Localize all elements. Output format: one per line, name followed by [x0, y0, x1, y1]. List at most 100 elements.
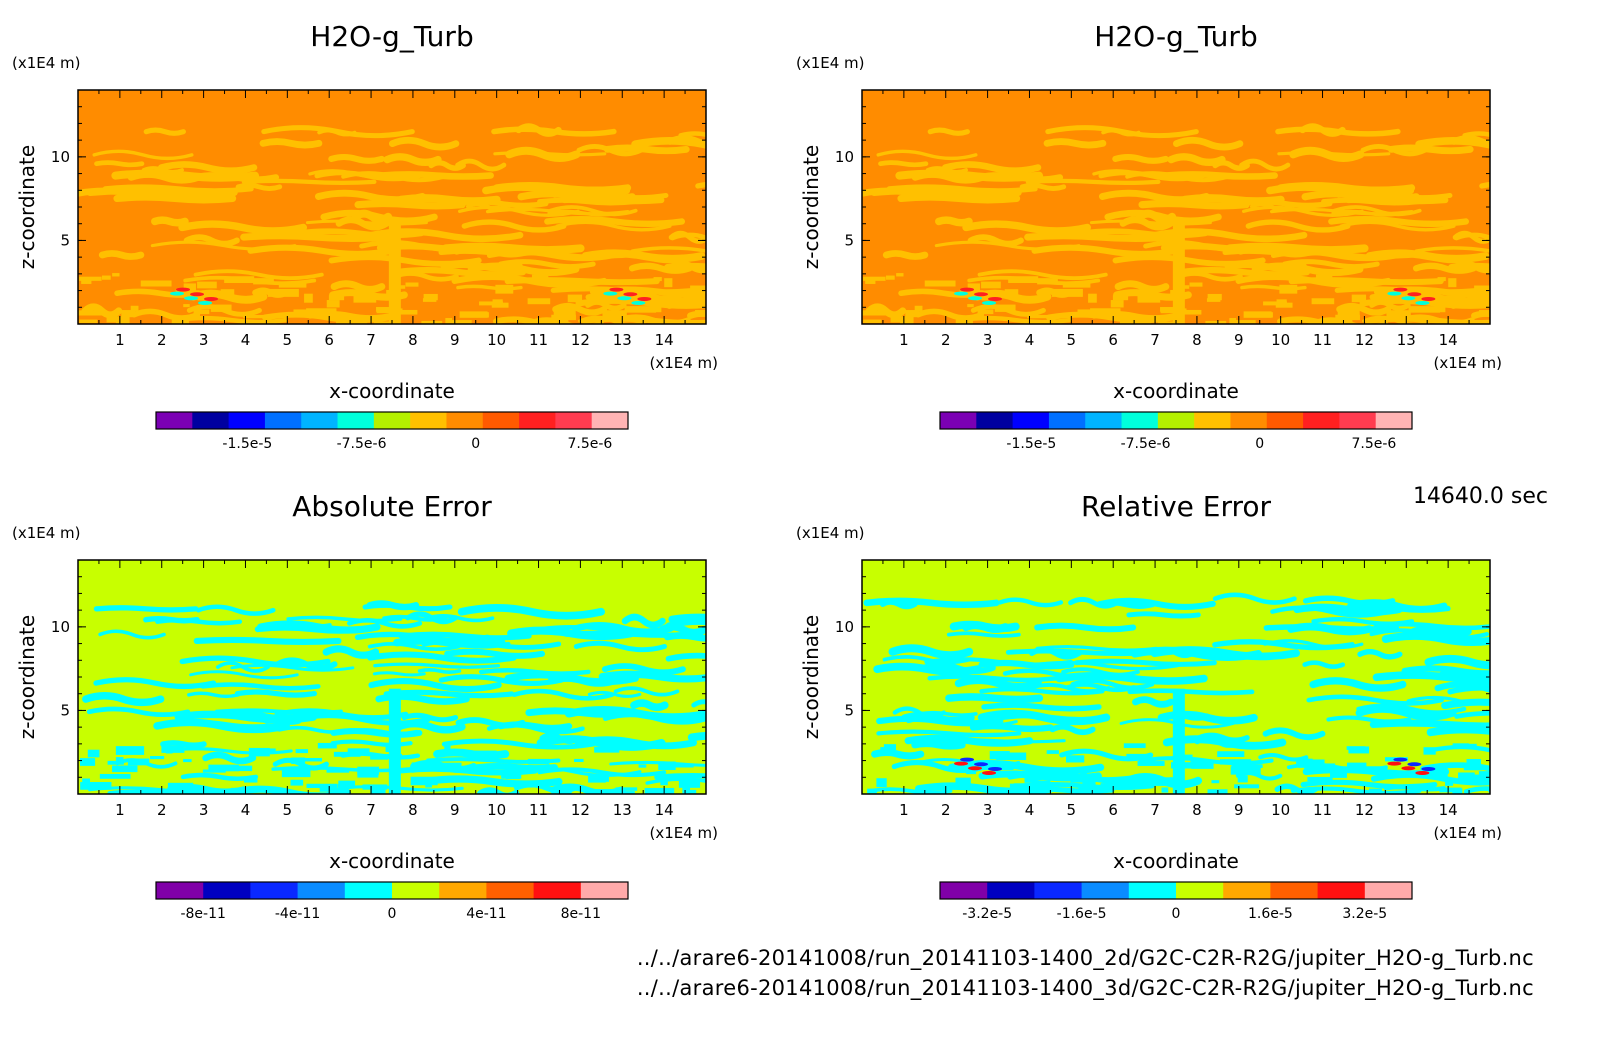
field-streak — [1412, 262, 1477, 274]
field-streak — [504, 277, 660, 286]
colorbar-swatch — [533, 882, 582, 899]
field-streak — [263, 715, 302, 725]
field-streak — [383, 153, 442, 167]
field-blob — [306, 308, 337, 314]
y-axis-label: z-coordinate — [799, 145, 823, 269]
field-streak — [979, 687, 1105, 696]
field-streak — [654, 773, 706, 780]
colorbar-label: -8e-11 — [180, 906, 225, 922]
field-blob — [278, 282, 307, 288]
source-file-3d: ../../arare6-20141008/run_20141103-1400_… — [636, 976, 1534, 1000]
field-blob — [1157, 321, 1175, 324]
field-streak — [455, 717, 526, 729]
field-streak — [587, 690, 642, 698]
field-blob — [425, 781, 432, 788]
field-blob — [527, 298, 551, 305]
field-streak — [927, 127, 970, 136]
field-streak — [962, 220, 1092, 235]
field-streak — [193, 269, 324, 281]
field-blob — [1211, 780, 1220, 784]
field-streak — [1302, 660, 1346, 669]
field-streak — [628, 262, 693, 274]
field-blob — [82, 778, 91, 783]
x-tick-label: 1 — [115, 801, 125, 819]
field-streak — [630, 699, 669, 712]
x-tick-label: 12 — [1355, 801, 1374, 819]
field-streak — [351, 209, 393, 224]
field-blob — [1234, 784, 1260, 789]
field-streak — [977, 269, 1108, 281]
colorbar-swatch — [940, 882, 988, 899]
colorbar-swatch — [1375, 412, 1413, 429]
field-streak — [1373, 621, 1490, 631]
field-blob — [1024, 774, 1036, 783]
colorbar-label: 8e-11 — [561, 906, 601, 922]
field-streak — [1300, 779, 1438, 790]
field-blob — [183, 283, 196, 292]
x-unit-label: (x1E4 m) — [1433, 354, 1502, 372]
field-streak — [1270, 250, 1401, 262]
field-blob — [1279, 284, 1298, 294]
colorbar-frame — [939, 411, 1413, 430]
field-blob — [1348, 746, 1370, 754]
field-blob — [81, 279, 92, 284]
field-streak — [1049, 723, 1096, 736]
field-streak — [1347, 599, 1448, 612]
field-blob — [491, 302, 509, 308]
field-streak — [1364, 316, 1490, 324]
field-blob — [1065, 755, 1085, 763]
field-blob — [655, 306, 662, 313]
field-blob — [421, 320, 443, 324]
colorbar-swatch — [987, 882, 1035, 899]
field-blob — [171, 319, 189, 324]
field-blob — [422, 298, 437, 302]
field-blob — [1231, 764, 1263, 768]
field-blob — [1230, 766, 1261, 775]
field-eddy — [954, 291, 969, 296]
field-blob — [208, 764, 239, 772]
field-streak — [603, 144, 690, 155]
field-blob — [1100, 783, 1128, 790]
field-blob — [658, 761, 676, 771]
field-eddy — [1415, 770, 1430, 775]
field-streak — [668, 613, 706, 623]
field-streak — [1262, 727, 1326, 741]
field-blob — [905, 310, 920, 318]
field-streak — [1024, 232, 1176, 242]
x-tick-label: 11 — [1313, 331, 1332, 349]
field-streak — [174, 315, 288, 324]
field-streak — [458, 205, 580, 217]
field-blob — [385, 743, 395, 753]
colorbar-swatch — [1270, 882, 1319, 899]
field-blob — [328, 295, 345, 301]
field-blob — [1479, 310, 1490, 317]
field-streak — [967, 234, 1024, 247]
field-blob — [644, 787, 675, 794]
colorbar-label: -1.6e-5 — [1057, 906, 1107, 922]
field-blob — [333, 751, 361, 757]
field-streak — [1196, 732, 1250, 743]
colorbar-swatch — [486, 882, 535, 899]
x-tick-label: 2 — [941, 331, 951, 349]
x-tick-label: 10 — [1271, 801, 1290, 819]
colorbar-swatch — [1034, 882, 1083, 899]
x-tick-label: 6 — [324, 331, 334, 349]
field-streak — [1212, 160, 1250, 171]
field-blob — [1160, 307, 1176, 312]
colorbar-swatch — [1048, 412, 1086, 429]
y-tick-label: 10 — [835, 148, 854, 166]
field-streak — [892, 706, 946, 719]
y-unit-label: (x1E4 m) — [12, 54, 81, 72]
x-tick-label: 3 — [199, 331, 209, 349]
field-eddy — [623, 292, 638, 297]
field-streak — [234, 689, 318, 698]
y-tick-label: 10 — [835, 618, 854, 636]
field-streak — [536, 735, 666, 751]
field-blob — [1237, 775, 1248, 783]
chart-panel-top-right: H2O-g_Turb(x1E4 m)1 2 3 4 5 6 7 8 9 10 11 12 13 14510… — [796, 20, 1502, 452]
colorbar-swatch — [1128, 882, 1177, 899]
field-streak — [954, 676, 1042, 691]
field-streak — [613, 686, 680, 697]
field-streak — [997, 597, 1064, 608]
field-blob — [389, 309, 418, 315]
